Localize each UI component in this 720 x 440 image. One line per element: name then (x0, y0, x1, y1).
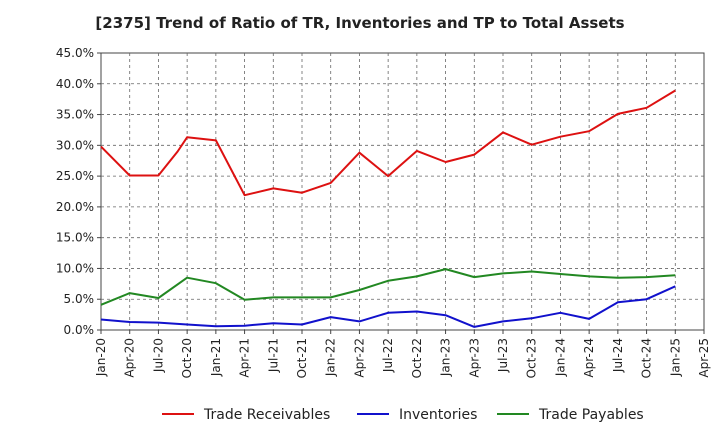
trade-receivables-line (100, 89, 676, 197)
x-tick-label: Oct-21 (295, 338, 309, 378)
y-tick-label: 45.0% (56, 46, 94, 60)
x-tick-label: Jul-24 (611, 338, 625, 373)
y-tick-label: 0.0% (64, 323, 95, 337)
y-tick-label: 10.0% (56, 261, 94, 275)
x-tick-label: Oct-20 (180, 338, 194, 378)
y-tick-label: 30.0% (56, 138, 94, 152)
y-tick-label: 35.0% (56, 108, 94, 122)
x-tick-label: Apr-20 (123, 338, 137, 378)
trade-payables-line (100, 268, 676, 306)
x-tick-label: Apr-22 (352, 338, 366, 378)
trade-payables-legend-label: Trade Payables (538, 407, 644, 423)
x-tick-label: Jul-21 (266, 338, 280, 373)
x-tick-label: Jan-21 (209, 338, 223, 377)
y-tick-label: 5.0% (64, 292, 95, 306)
x-tick-label: Apr-23 (467, 338, 481, 378)
x-tick-label: Apr-25 (697, 338, 711, 378)
y-tick-label: 15.0% (56, 231, 94, 245)
x-tick-label: Jul-22 (381, 338, 395, 373)
x-tick-label: Jul-23 (496, 338, 510, 373)
plot-frame (100, 52, 705, 331)
y-tick-label: 40.0% (56, 77, 94, 91)
chart-title: [2375] Trend of Ratio of TR, Inventories… (95, 14, 625, 32)
y-tick-label: 25.0% (56, 169, 94, 183)
x-tick-label: Jan-23 (439, 338, 453, 377)
x-tick-label: Apr-24 (582, 338, 596, 378)
trade-receivables-legend-label: Trade Receivables (203, 407, 330, 423)
x-tick-label: Oct-23 (525, 338, 539, 378)
x-tick-label: Jan-20 (94, 338, 108, 377)
x-tick-label: Jan-22 (324, 338, 338, 377)
x-tick-label: Jul-20 (151, 338, 165, 373)
inventories-legend-label: Inventories (399, 407, 477, 423)
x-tick-label: Jan-24 (553, 338, 567, 377)
x-tick-label: Oct-24 (640, 338, 654, 378)
inventories-line (100, 285, 676, 328)
x-tick-label: Oct-22 (410, 338, 424, 378)
y-tick-label: 20.0% (56, 200, 94, 214)
x-tick-label: Jan-25 (668, 338, 682, 377)
x-tick-label: Apr-21 (238, 338, 252, 378)
